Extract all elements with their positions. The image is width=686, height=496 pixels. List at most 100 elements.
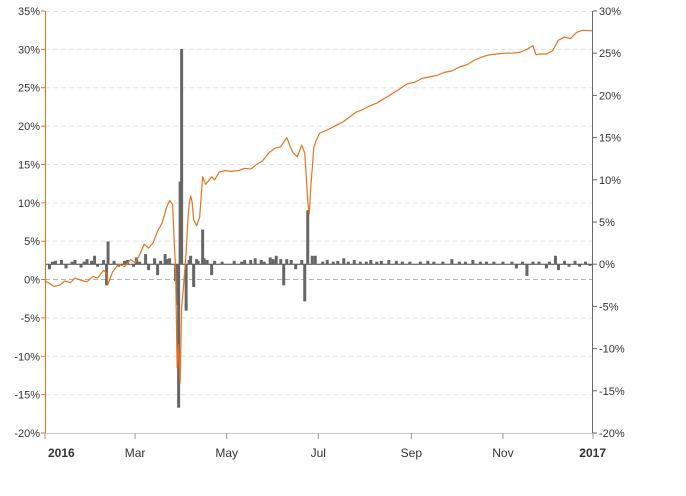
- return-bar: [96, 264, 100, 267]
- return-bar: [457, 261, 461, 265]
- return-bar: [573, 260, 577, 265]
- return-bar: [342, 258, 346, 265]
- return-bar: [85, 259, 89, 265]
- return-bar: [306, 210, 310, 265]
- cumulative-line: [44, 29, 594, 384]
- return-bar: [249, 259, 253, 265]
- return-bar: [567, 264, 571, 267]
- return-bar: [163, 254, 167, 265]
- return-bar: [313, 255, 317, 265]
- return-bar: [408, 261, 412, 265]
- return-bar: [70, 261, 74, 265]
- return-bar: [213, 260, 217, 265]
- return-bar: [210, 264, 214, 276]
- left-axis-label: 15%: [18, 159, 40, 171]
- right-axis-label: 30%: [599, 6, 621, 18]
- left-axis-label: -10%: [14, 351, 40, 363]
- return-bar: [289, 259, 293, 265]
- return-bar: [303, 264, 307, 302]
- left-axis-labels: 35% 30% 25% 20% 15% 10% 5% 0% -5% -10% -15% -20%: [14, 6, 45, 440]
- x-axis-label: Sep: [401, 446, 423, 460]
- return-bar: [352, 259, 356, 265]
- return-bar: [123, 260, 127, 265]
- return-bar: [180, 48, 184, 265]
- return-bar: [501, 261, 505, 265]
- return-bar: [484, 261, 488, 265]
- return-bar: [156, 264, 160, 276]
- x-axis-label: Jul: [311, 446, 326, 460]
- return-bar: [102, 259, 106, 265]
- return-bar: [514, 264, 518, 269]
- return-bar: [294, 264, 298, 270]
- return-bar: [147, 264, 151, 271]
- return-bar: [259, 259, 263, 265]
- return-bar: [478, 261, 482, 265]
- return-bar: [562, 260, 566, 265]
- return-bar: [310, 255, 314, 265]
- return-bar: [471, 259, 475, 265]
- return-bar: [126, 259, 130, 265]
- plot-background: [45, 11, 593, 433]
- return-bar: [450, 259, 454, 265]
- x-axis-label: 2017: [579, 446, 606, 460]
- right-axis-label: 10%: [599, 175, 621, 187]
- right-axis-label: -20%: [599, 428, 625, 440]
- return-bar: [544, 264, 548, 269]
- return-bar: [168, 258, 172, 265]
- return-bar: [202, 258, 206, 265]
- return-bar: [189, 255, 193, 265]
- return-bar: [531, 261, 535, 265]
- return-bar: [48, 264, 51, 270]
- axes: [45, 11, 593, 434]
- return-bar: [282, 264, 286, 286]
- left-axis-label: 5%: [24, 236, 40, 248]
- return-bar: [243, 259, 247, 265]
- right-axis-labels: 30% 25% 20% 15% 10% 5% 0% -5% -10% -15% -20%: [593, 6, 625, 440]
- right-axis-label: -5%: [599, 301, 619, 313]
- return-bar: [346, 261, 350, 265]
- return-bar: [364, 261, 368, 265]
- return-bar: [577, 264, 581, 267]
- right-axis-label: 25%: [599, 48, 621, 60]
- right-axis-label: -10%: [599, 344, 625, 356]
- return-bar: [268, 257, 272, 265]
- return-bar: [525, 264, 529, 277]
- return-bar: [82, 261, 86, 265]
- return-bar: [321, 261, 325, 265]
- return-bar: [144, 254, 148, 265]
- return-bar: [369, 259, 373, 265]
- return-bar: [54, 260, 58, 265]
- return-bar: [537, 261, 541, 265]
- return-bar: [90, 260, 94, 265]
- return-bars: [48, 48, 592, 408]
- x-axis-label: 2016: [48, 446, 75, 460]
- return-bar: [232, 260, 236, 265]
- return-bar: [510, 261, 514, 265]
- return-bar: [387, 259, 391, 265]
- return-bar: [132, 264, 136, 267]
- return-bar: [285, 259, 289, 265]
- return-bar: [463, 261, 467, 265]
- left-axis-label: -5%: [20, 313, 40, 325]
- return-bar: [73, 259, 77, 265]
- return-bar: [375, 261, 379, 265]
- left-axis-label: 10%: [18, 198, 40, 210]
- return-bar: [553, 255, 557, 265]
- return-bar: [379, 260, 383, 265]
- return-bar: [418, 261, 422, 265]
- return-bar: [331, 261, 335, 265]
- right-axis-label: 15%: [599, 133, 621, 145]
- return-bar: [196, 260, 200, 265]
- x-axis-label: May: [215, 446, 238, 460]
- return-bar: [112, 260, 116, 265]
- return-bar: [441, 261, 445, 265]
- cumulative-line-layer: [44, 29, 594, 384]
- return-bar: [253, 258, 257, 265]
- left-axis-label: 35%: [18, 6, 40, 18]
- return-bar: [325, 259, 329, 265]
- return-bar: [192, 264, 196, 287]
- return-bar: [274, 255, 278, 265]
- return-bar: [279, 259, 283, 265]
- return-bar: [177, 264, 181, 408]
